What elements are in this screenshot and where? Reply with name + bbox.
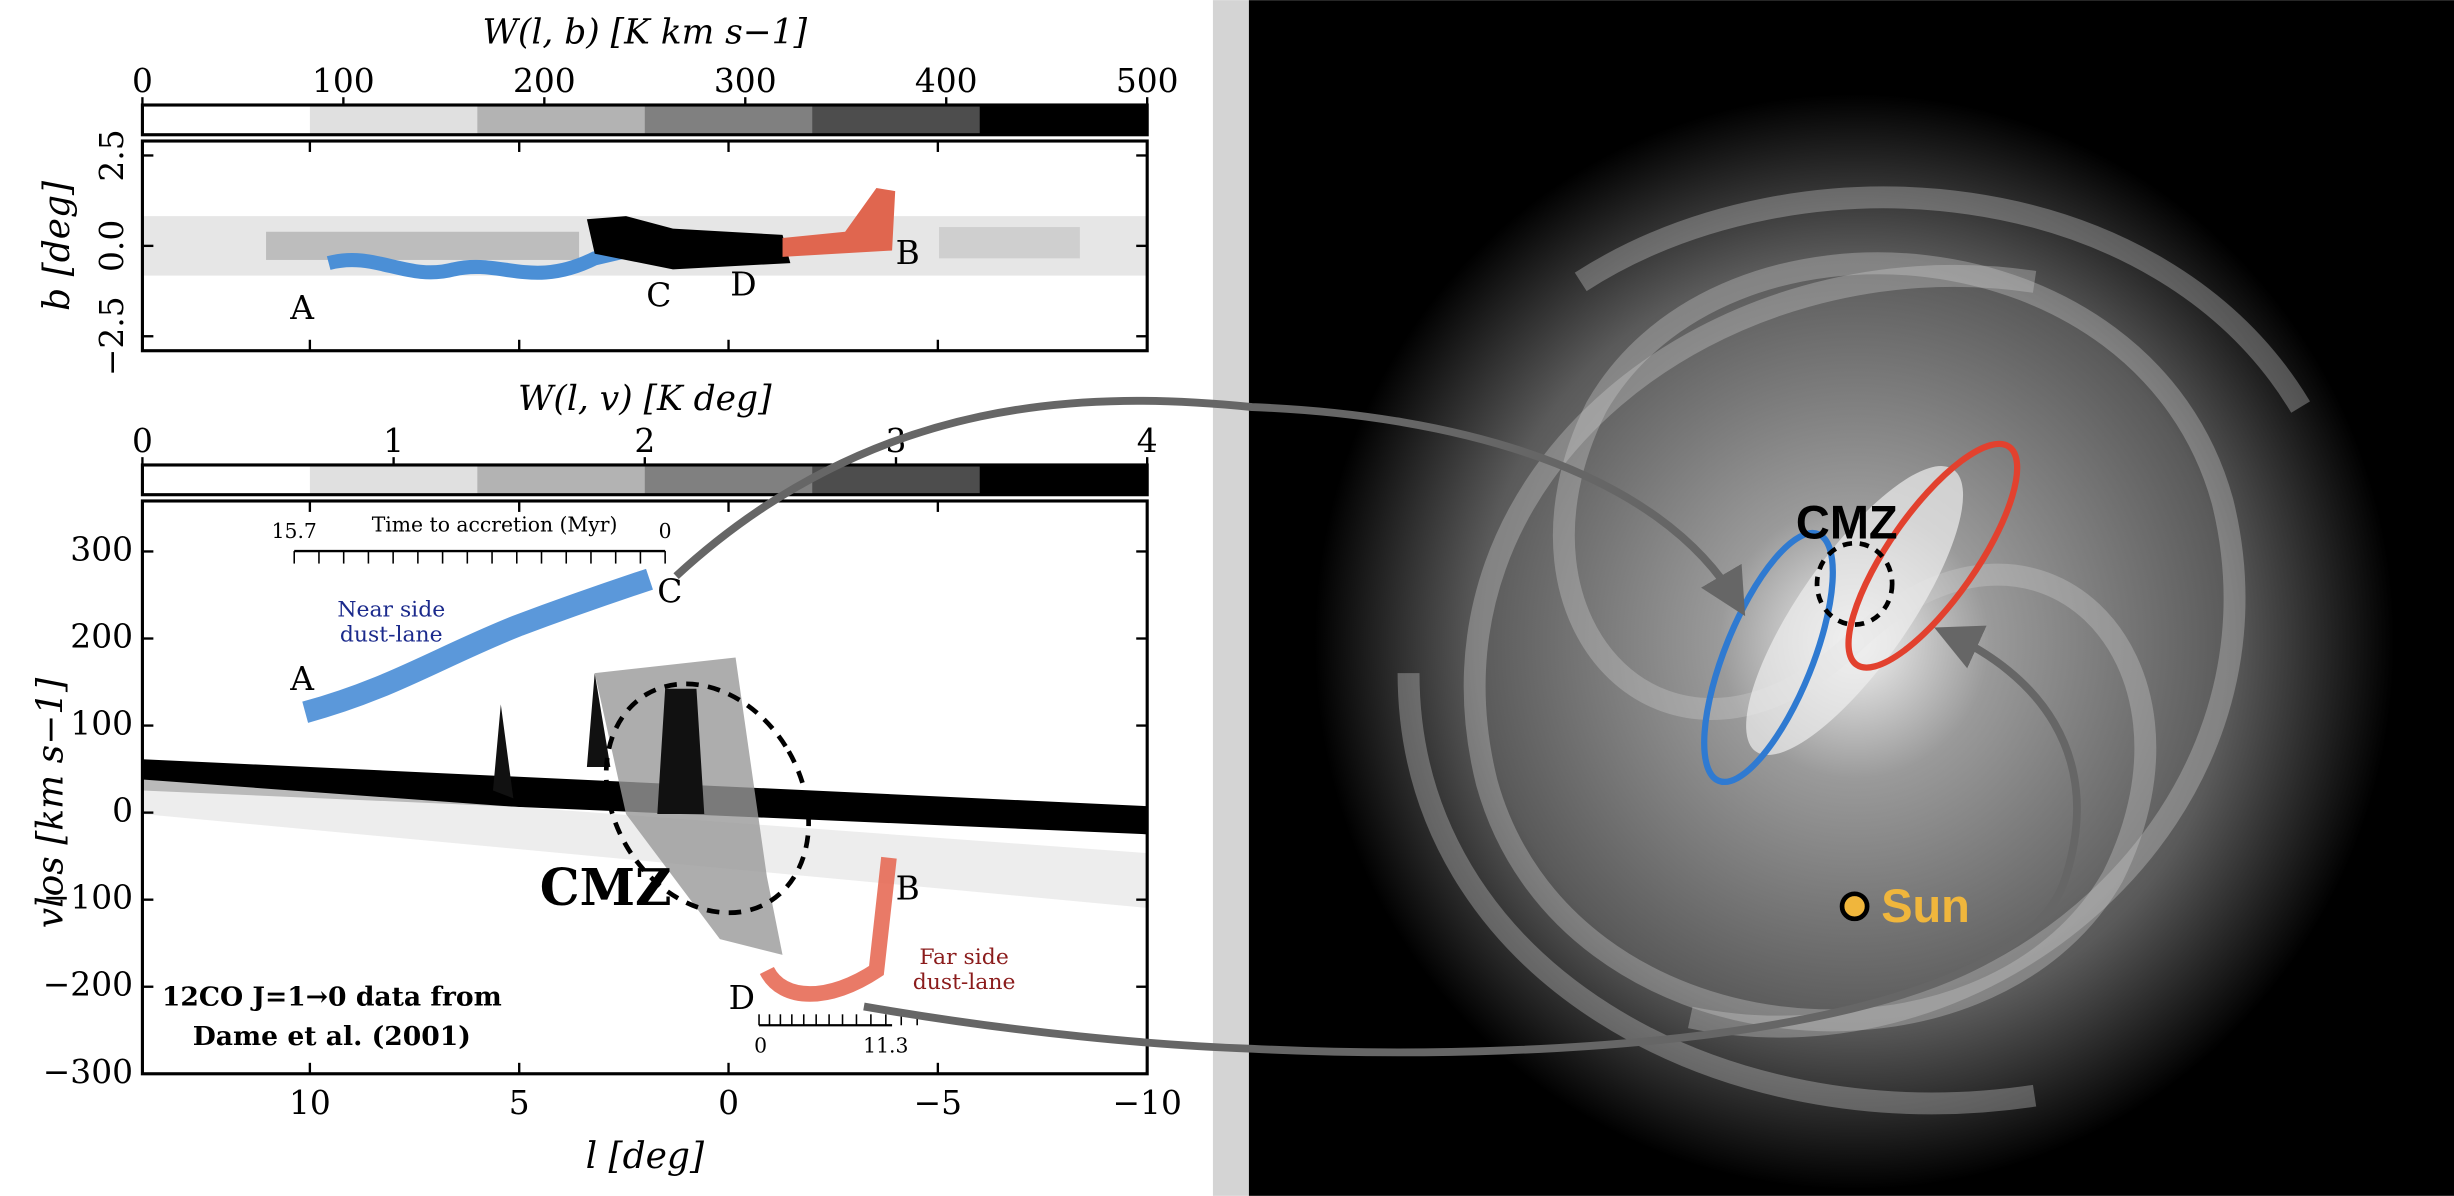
colorbar-tick-label: 500 — [1116, 61, 1179, 100]
y-axis-label: b [deg] — [37, 180, 78, 311]
colorbar-segment — [979, 105, 1148, 135]
annotation: 0 — [659, 519, 672, 543]
colorbar-segment — [477, 464, 646, 495]
colorbar-frame — [140, 103, 1149, 137]
y-tick-label: −300 — [43, 1052, 133, 1091]
colorbar-segment — [142, 464, 311, 495]
colorbar-tick-label: 100 — [312, 61, 375, 100]
annotation: dust-lane — [913, 970, 1016, 995]
colorbar-label: W(l, b) [K km s−1] — [483, 13, 808, 53]
annotation: B — [896, 233, 920, 272]
annotation: Dame et al. (2001) — [193, 1021, 471, 1052]
plot-frame — [140, 499, 1149, 1076]
colorbar-tick-label: 0 — [132, 61, 153, 100]
colorbar-tick-label: 1 — [383, 421, 404, 460]
colorbar-tick-label: 400 — [915, 61, 978, 100]
annotation: 11.3 — [863, 1034, 908, 1058]
emission — [492, 673, 705, 814]
colorbar-segment — [309, 105, 479, 135]
cmz-outline — [603, 681, 811, 916]
y-tick-label: 2.5 — [92, 129, 131, 181]
x-tick-label: 10 — [289, 1083, 331, 1122]
x-tick-label: 5 — [509, 1083, 530, 1122]
annotation: Time to accretion (Myr) — [372, 513, 618, 537]
panels: W(l, b) [K km s−1]0 100 200 300 400 5002.50.0… — [31, 13, 1182, 1177]
colorbar-tick-label: 2 — [634, 421, 655, 460]
colorbar-segment — [309, 464, 479, 495]
emission — [782, 187, 896, 257]
annotation: 15.7 — [272, 519, 317, 543]
emission — [586, 216, 791, 270]
x-tick-label: −10 — [1113, 1083, 1182, 1122]
annotation: Near side — [337, 598, 445, 623]
colorbar-tick-label: 200 — [513, 61, 576, 100]
emission — [142, 779, 1148, 908]
colorbar-tick-label: 300 — [714, 61, 777, 100]
x-axis-label: l [deg] — [586, 1136, 705, 1177]
colorbar-segment — [812, 105, 981, 135]
y-axis-label: vlos [km s−1] — [31, 677, 72, 928]
y-tick-label: −2.5 — [92, 296, 131, 376]
annotation: dust-lane — [340, 623, 443, 648]
colorbar-segment — [812, 464, 981, 495]
annotation: B — [896, 869, 920, 908]
emission — [939, 227, 1080, 259]
y-tick-label: −100 — [43, 878, 133, 917]
y-tick-label: 200 — [70, 617, 133, 656]
y-tick-label: 100 — [70, 704, 133, 743]
x-tick-label: 0 — [718, 1083, 739, 1122]
galaxy-label: CMZ — [1796, 495, 1898, 548]
y-tick-label: 300 — [70, 529, 133, 568]
colorbar-segment — [644, 105, 814, 135]
annotation: D — [729, 978, 755, 1017]
galaxy-image — [1314, 94, 2395, 1190]
annotation: CMZ — [540, 858, 672, 917]
emission — [326, 240, 644, 280]
galaxy-label: Sun — [1881, 879, 1970, 932]
y-tick-label: 0 — [112, 791, 133, 830]
emission — [759, 856, 897, 1002]
annotation: A — [289, 288, 315, 327]
divider — [1212, 0, 1249, 1196]
annotation: Far side — [919, 945, 1008, 970]
colorbar-segment — [142, 105, 311, 135]
colorbar-segment — [979, 464, 1148, 495]
annotation: D — [730, 265, 756, 304]
emission — [266, 231, 580, 260]
colorbar-segment — [477, 105, 646, 135]
annotation: 0 — [754, 1034, 767, 1058]
x-tick-label: −5 — [914, 1083, 962, 1122]
arrows — [673, 396, 2081, 1057]
annotation: 12CO J=1→0 data from — [162, 982, 502, 1013]
colorbar-label: W(l, v) [K deg] — [518, 379, 772, 419]
y-tick-label: −200 — [43, 965, 133, 1004]
colorbar-tick-label: 0 — [132, 421, 153, 460]
colorbar-tick-label: 4 — [1137, 421, 1158, 460]
emission — [302, 568, 653, 723]
y-tick-label: 0.0 — [92, 220, 131, 272]
annotation: A — [289, 659, 315, 698]
annotation: C — [646, 276, 671, 315]
